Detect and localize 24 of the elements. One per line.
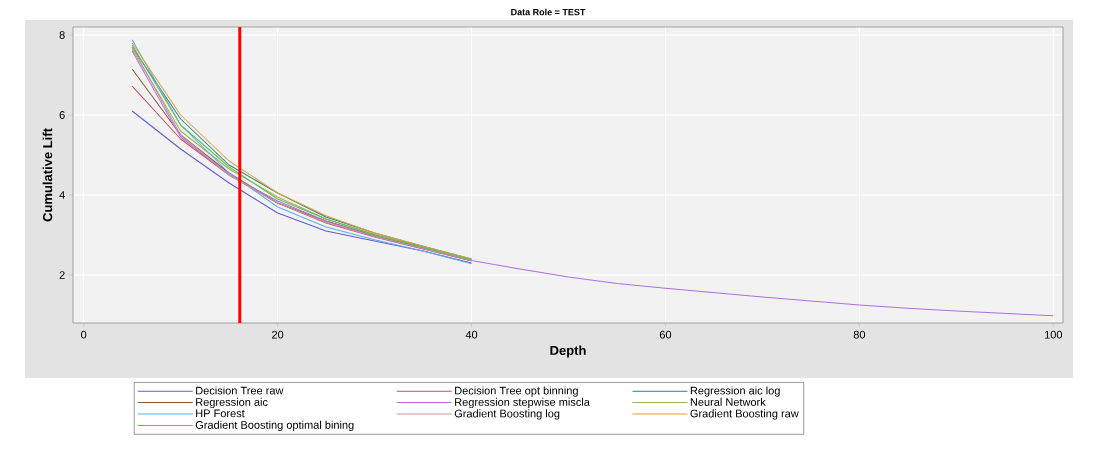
legend-label: Regression aic xyxy=(196,397,268,409)
x-tick-label: 40 xyxy=(465,330,478,339)
legend-label: HP Forest xyxy=(196,409,245,418)
legend-label: Regression aic log xyxy=(690,386,780,397)
x-tick-label: 0 xyxy=(81,330,87,339)
legend-label: Gradient Boosting optimal bining xyxy=(195,420,354,432)
legend-label: Regression stepwise miscla xyxy=(455,397,590,409)
legend-label: Neural Network xyxy=(690,397,766,406)
x-tick-label: 80 xyxy=(853,330,866,339)
y-tick-label: 4 xyxy=(59,191,65,199)
x-axis-title: Depth xyxy=(550,345,586,358)
y-axis-title: Cumulative Lift xyxy=(42,128,53,222)
legend-label: Decision Tree opt binning xyxy=(455,386,578,397)
x-tick-label: 20 xyxy=(272,330,284,339)
legend-label: Decision Tree raw xyxy=(196,386,284,395)
x-tick-label: 60 xyxy=(659,330,672,339)
legend-label: Gradient Boosting log xyxy=(454,409,560,420)
legend-label: Gradient Boosting raw xyxy=(690,409,799,420)
line-series xyxy=(131,110,473,264)
y-tick-label: 2 xyxy=(59,271,65,279)
y-tick-label: 6 xyxy=(59,111,65,119)
chart-title: Data Role = TEST xyxy=(511,8,586,16)
x-tick-label: 100 xyxy=(1044,330,1063,339)
y-tick-label: 8 xyxy=(59,31,65,39)
